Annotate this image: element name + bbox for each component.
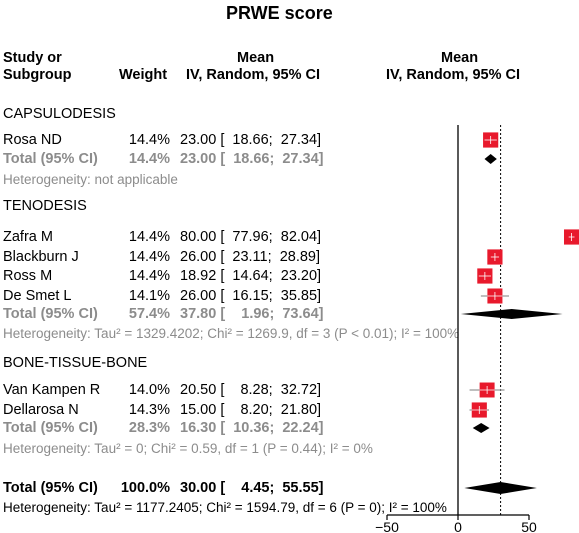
header-plot-mean-line2: IV, Random, 95% CI xyxy=(386,67,521,83)
subgroup-total-weight: 57.4% xyxy=(128,306,170,322)
x-tick-label: 0 xyxy=(454,519,462,533)
header-study-line2: Subgroup xyxy=(3,67,72,83)
subgroup-total-label: Total (95% CI) xyxy=(3,151,98,167)
x-tick-label: −50 xyxy=(375,519,399,533)
subgroup-heterogeneity: Heterogeneity: not applicable xyxy=(3,172,178,187)
subgroup-total-weight: 28.3% xyxy=(128,420,170,436)
overall-total-weight: 100.0% xyxy=(120,480,170,496)
study-weight: 14.3% xyxy=(128,402,170,418)
header-weight: Weight xyxy=(119,67,168,83)
study-ci: 18.92 [ 14.64; 23.20] xyxy=(180,268,322,284)
subgroup-total-ci: 37.80 [ 1.96; 73.64] xyxy=(180,306,324,322)
study-weight: 14.4% xyxy=(128,268,170,284)
study-name: Van Kampen R xyxy=(3,382,101,398)
study-ci: 80.00 [ 77.96; 82.04] xyxy=(180,229,322,245)
study-name: De Smet L xyxy=(3,288,72,304)
study-weight: 14.1% xyxy=(128,288,170,304)
group-name: TENODESIS xyxy=(3,198,87,214)
study-name: Blackburn J xyxy=(3,249,79,265)
study-name: Ross M xyxy=(3,268,53,284)
overall-heterogeneity: Heterogeneity: Tau² = 1177.2405; Chi² = … xyxy=(3,500,447,515)
subgroup-heterogeneity: Heterogeneity: Tau² = 0; Chi² = 0.59, df… xyxy=(3,441,373,456)
study-ci: 26.00 [ 16.15; 35.85] xyxy=(180,288,322,304)
study-weight: 14.0% xyxy=(128,382,170,398)
subgroup-total-weight: 14.4% xyxy=(128,151,170,167)
study-weight: 14.4% xyxy=(128,132,170,148)
x-tick-label: 50 xyxy=(521,519,537,533)
group-name: CAPSULODESIS xyxy=(3,106,116,122)
group-name: BONE-TISSUE-BONE xyxy=(3,355,148,371)
subgroup-heterogeneity: Heterogeneity: Tau² = 1329.4202; Chi² = … xyxy=(3,326,460,341)
subgroup-total-label: Total (95% CI) xyxy=(3,420,98,436)
subgroup-diamond xyxy=(460,309,563,319)
subgroup-total-ci: 16.30 [ 10.36; 22.24] xyxy=(180,420,324,436)
header-plot-mean-line1: Mean xyxy=(441,50,479,66)
header-study-line1: Study or xyxy=(3,50,62,66)
study-ci: 15.00 [ 8.20; 21.80] xyxy=(180,402,322,418)
study-name: Rosa ND xyxy=(3,132,62,148)
subgroup-total-ci: 23.00 [ 18.66; 27.34] xyxy=(180,151,324,167)
subgroup-diamond xyxy=(472,423,490,433)
overall-total-ci: 30.00 [ 4.45; 55.55] xyxy=(180,480,324,496)
subgroup-diamond xyxy=(484,154,497,164)
study-name: Zafra M xyxy=(3,229,53,245)
study-name: Dellarosa N xyxy=(3,402,79,418)
study-ci: 23.00 [ 18.66; 27.34] xyxy=(180,132,322,148)
study-ci: 26.00 [ 23.11; 28.89] xyxy=(180,249,321,265)
study-weight: 14.4% xyxy=(128,229,170,245)
overall-diamond xyxy=(464,482,537,494)
study-ci: 20.50 [ 8.28; 32.72] xyxy=(180,382,322,398)
page-title: PRWE score xyxy=(226,3,333,23)
overall-total-label: Total (95% CI) xyxy=(3,480,98,496)
header-mean-line1: Mean xyxy=(237,50,275,66)
subgroup-total-label: Total (95% CI) xyxy=(3,306,98,322)
study-weight: 14.4% xyxy=(128,249,170,265)
header-mean-line2: IV, Random, 95% CI xyxy=(186,67,321,83)
